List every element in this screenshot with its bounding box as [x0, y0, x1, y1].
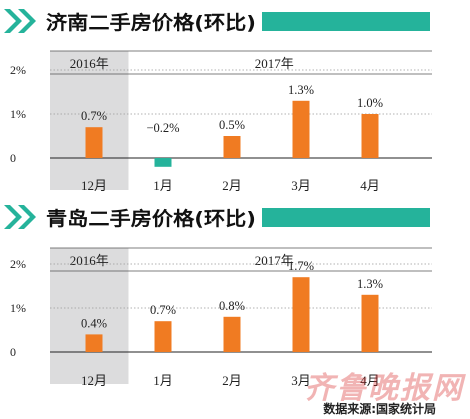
year-label: 2016年 — [70, 56, 109, 71]
chevron-1 — [4, 205, 22, 229]
data-label: 0.4% — [81, 316, 107, 330]
x-tick-label: 12月 — [81, 373, 107, 388]
y-tick-label: 1% — [10, 301, 26, 315]
watermark-logo: 齐鲁晚报网 — [304, 371, 464, 406]
chart-panel-2: 青岛二手房价格(环比)2016年 2017年2%1%00.4%12月0.7%1月0… — [4, 205, 432, 388]
x-tick-label: 3月 — [291, 373, 311, 388]
data-label: 1.3% — [288, 83, 314, 97]
title-banner: 济南二手房价格(环比) — [4, 9, 430, 34]
bar-4月 — [361, 294, 379, 352]
data-label: 0.7% — [150, 303, 176, 317]
data-label: 1.7% — [288, 259, 314, 273]
data-label: 1.0% — [357, 96, 383, 110]
chart-title: 济南二手房价格(环比) — [46, 11, 256, 34]
bar-3月 — [292, 100, 310, 158]
title-accent-bar — [262, 12, 430, 31]
x-tick-label: 2月 — [222, 373, 242, 388]
bar-12月 — [85, 334, 103, 352]
bar-2月 — [223, 136, 241, 158]
data-label: 0.5% — [219, 118, 245, 132]
bar-1月 — [154, 158, 172, 167]
bar-4月 — [361, 114, 379, 158]
x-tick-label: 1月 — [153, 373, 173, 388]
x-tick-label: 4月 — [360, 178, 380, 193]
x-tick-label: 3月 — [291, 178, 311, 193]
bar-12月 — [85, 127, 103, 158]
double-chevron-icon — [4, 205, 36, 229]
y-tick-label: 2% — [10, 63, 26, 77]
data-label: 0.7% — [81, 109, 107, 123]
year-label: 2017年 — [255, 56, 294, 71]
year-label: 2016年 — [70, 253, 109, 268]
chevron-2 — [18, 205, 36, 229]
chevron-1 — [4, 9, 22, 33]
x-tick-label: 12月 — [81, 178, 107, 193]
data-label: 0.8% — [219, 299, 245, 313]
chart-title: 青岛二手房价格(环比) — [46, 207, 256, 230]
x-tick-label: 1月 — [153, 178, 173, 193]
bar-3月 — [292, 277, 310, 352]
bar-2月 — [223, 316, 241, 352]
y-tick-label: 0 — [10, 151, 16, 165]
double-chevron-icon — [4, 9, 36, 33]
chart-panel-1: 济南二手房价格(环比) 2016年 2017年 2% 1% 0 0.7% 12月 −0.2% 1月… — [4, 9, 432, 193]
x-tick-label: 4月 — [360, 373, 380, 388]
data-label: −0.2% — [146, 121, 179, 135]
x-tick-label: 2月 — [222, 178, 242, 193]
bar-1月 — [154, 321, 172, 352]
y-tick-label: 0 — [10, 345, 16, 359]
title-accent-bar — [262, 208, 430, 227]
source-note: 数据来源:国家统计局 — [323, 402, 436, 416]
chevron-2 — [18, 9, 36, 33]
y-tick-label: 1% — [10, 107, 26, 121]
title-banner: 青岛二手房价格(环比) — [4, 205, 430, 230]
data-label: 1.3% — [357, 277, 383, 291]
y-tick-label: 2% — [10, 257, 26, 271]
